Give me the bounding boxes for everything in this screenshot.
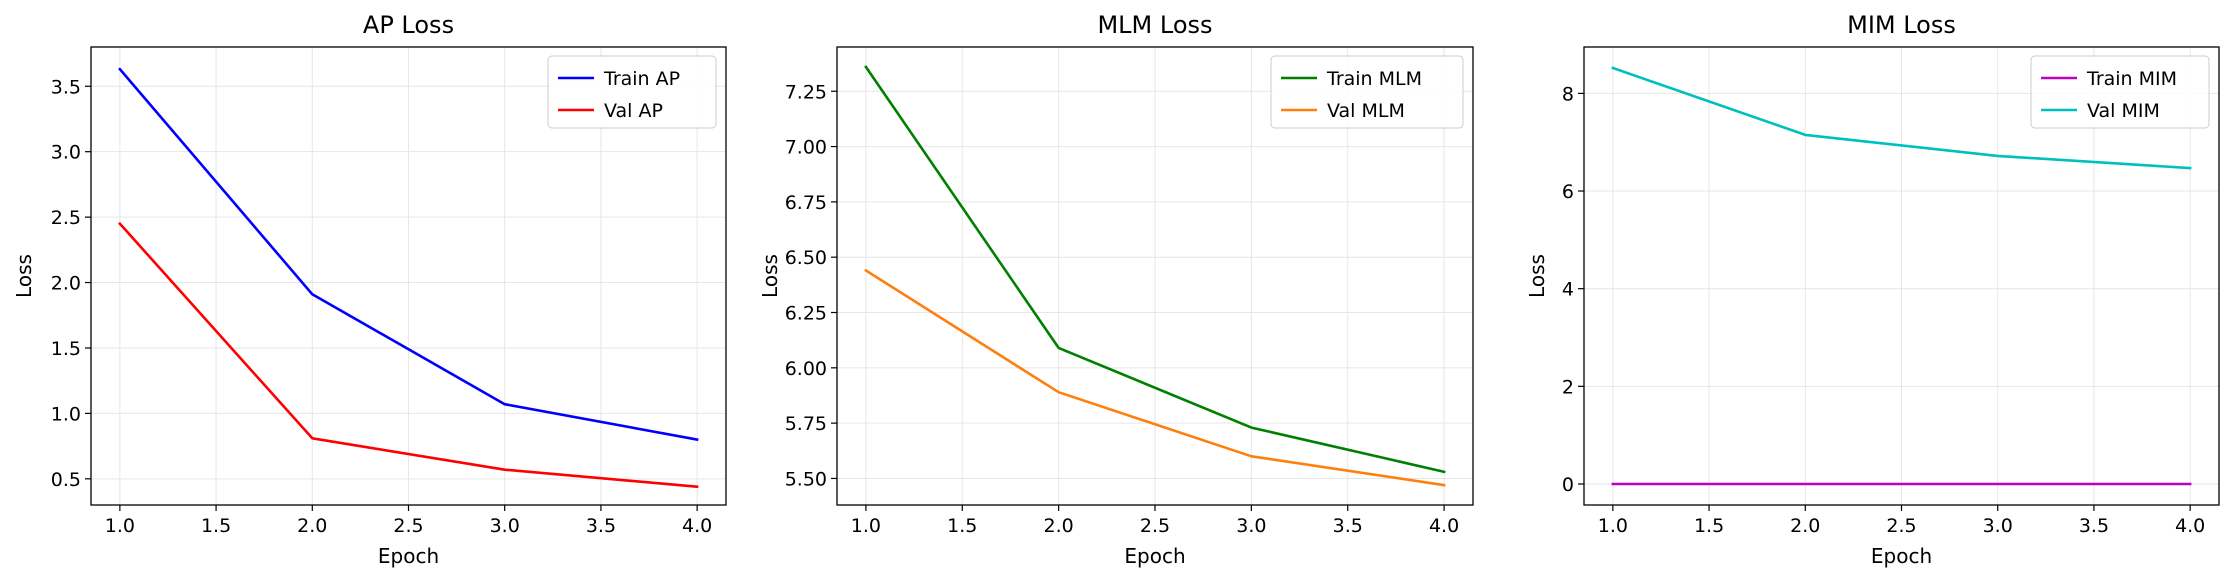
chart-title: MLM Loss (1097, 11, 1212, 39)
y-tick-label: 2 (1562, 376, 1574, 398)
x-tick-label: 3.5 (586, 515, 616, 537)
y-tick-label: 5.50 (785, 468, 827, 490)
legend-label: Train AP (603, 68, 680, 90)
x-tick-label: 2.0 (297, 515, 327, 537)
x-axis-label: Epoch (378, 544, 439, 568)
x-tick-label: 1.5 (1694, 515, 1724, 537)
y-tick-label: 3.0 (51, 142, 81, 164)
y-tick-label: 7.25 (785, 81, 827, 103)
legend-label: Val MLM (1327, 100, 1405, 122)
y-tick-label: 1.5 (51, 338, 81, 360)
y-tick-label: 5.75 (785, 413, 827, 435)
y-tick-label: 1.0 (51, 403, 81, 425)
legend-label: Val AP (604, 100, 663, 122)
x-tick-label: 3.5 (2079, 515, 2109, 537)
y-tick-label: 6.50 (785, 247, 827, 269)
y-tick-label: 2.0 (51, 273, 81, 295)
chart-panel-3: 1.0 1.5 2.0 2.5 3.0 3.5 4.0 0 2 4 6 8 MIM Loss Epoch L… (1525, 11, 2220, 568)
y-tick-label: 0.5 (51, 469, 81, 491)
x-axis-label: Epoch (1124, 544, 1185, 568)
series-line-1 (864, 65, 1446, 474)
y-tick-label: 8 (1562, 83, 1574, 105)
y-tick-label: 2.5 (51, 207, 81, 229)
x-tick-label: 1.0 (851, 515, 881, 537)
x-tick-label: 3.0 (490, 515, 520, 537)
y-tick-label: 4 (1562, 279, 1574, 301)
x-tick-label: 3.0 (1983, 515, 2013, 537)
x-tick-label: 1.5 (201, 515, 231, 537)
legend-label: Train MLM (1326, 68, 1422, 90)
x-tick-label: 4.0 (2175, 515, 2205, 537)
chart-title: AP Loss (363, 11, 454, 39)
y-tick-label: 6.25 (785, 303, 827, 325)
legend-label: Train MIM (2086, 68, 2177, 90)
x-tick-label: 2.0 (1044, 515, 1074, 537)
y-tick-label: 7.00 (785, 137, 827, 159)
x-tick-label: 2.5 (393, 515, 423, 537)
chart-panel-1: 1.0 1.5 2.0 2.5 3.0 3.5 4.0 0.5 1.0 1.5 2.0 2.5 3.0 3… (12, 11, 727, 568)
x-tick-label: 4.0 (682, 515, 712, 537)
chart-title: MIM Loss (1847, 11, 1956, 39)
y-tick-label: 6 (1562, 181, 1574, 203)
series-line-2 (118, 221, 699, 489)
y-axis-label: Loss (12, 254, 36, 298)
x-tick-label: 2.5 (1886, 515, 1916, 537)
x-tick-label: 2.5 (1140, 515, 1170, 537)
y-tick-label: 3.5 (51, 76, 81, 98)
y-tick-label: 6.00 (785, 358, 827, 380)
legend-label: Val MIM (2087, 100, 2160, 122)
series-line-2 (864, 268, 1446, 487)
x-tick-label: 1.0 (1598, 515, 1628, 537)
y-axis-label: Loss (758, 254, 782, 298)
legend: Train MIM Val MIM (2030, 55, 2210, 129)
x-tick-label: 2.0 (1790, 515, 1820, 537)
y-tick-label: 6.75 (785, 192, 827, 214)
legend: Train AP Val AP (547, 55, 717, 129)
x-tick-label: 3.5 (1333, 515, 1363, 537)
legend: Train MLM Val MLM (1270, 55, 1464, 129)
series-line-2 (1611, 66, 2192, 170)
y-tick-label: 0 (1562, 474, 1574, 496)
x-tick-label: 1.0 (105, 515, 135, 537)
series-line-1 (118, 67, 699, 442)
x-tick-label: 3.0 (1236, 515, 1266, 537)
x-axis-label: Epoch (1871, 544, 1932, 568)
chart-panel-2: 1.0 1.5 2.0 2.5 3.0 3.5 4.0 5.50 5.75 6.00 6.25 6.5… (758, 11, 1474, 568)
x-tick-label: 1.5 (947, 515, 977, 537)
legend-box (1270, 55, 1464, 129)
y-axis-label: Loss (1525, 254, 1549, 298)
x-tick-label: 4.0 (1429, 515, 1459, 537)
